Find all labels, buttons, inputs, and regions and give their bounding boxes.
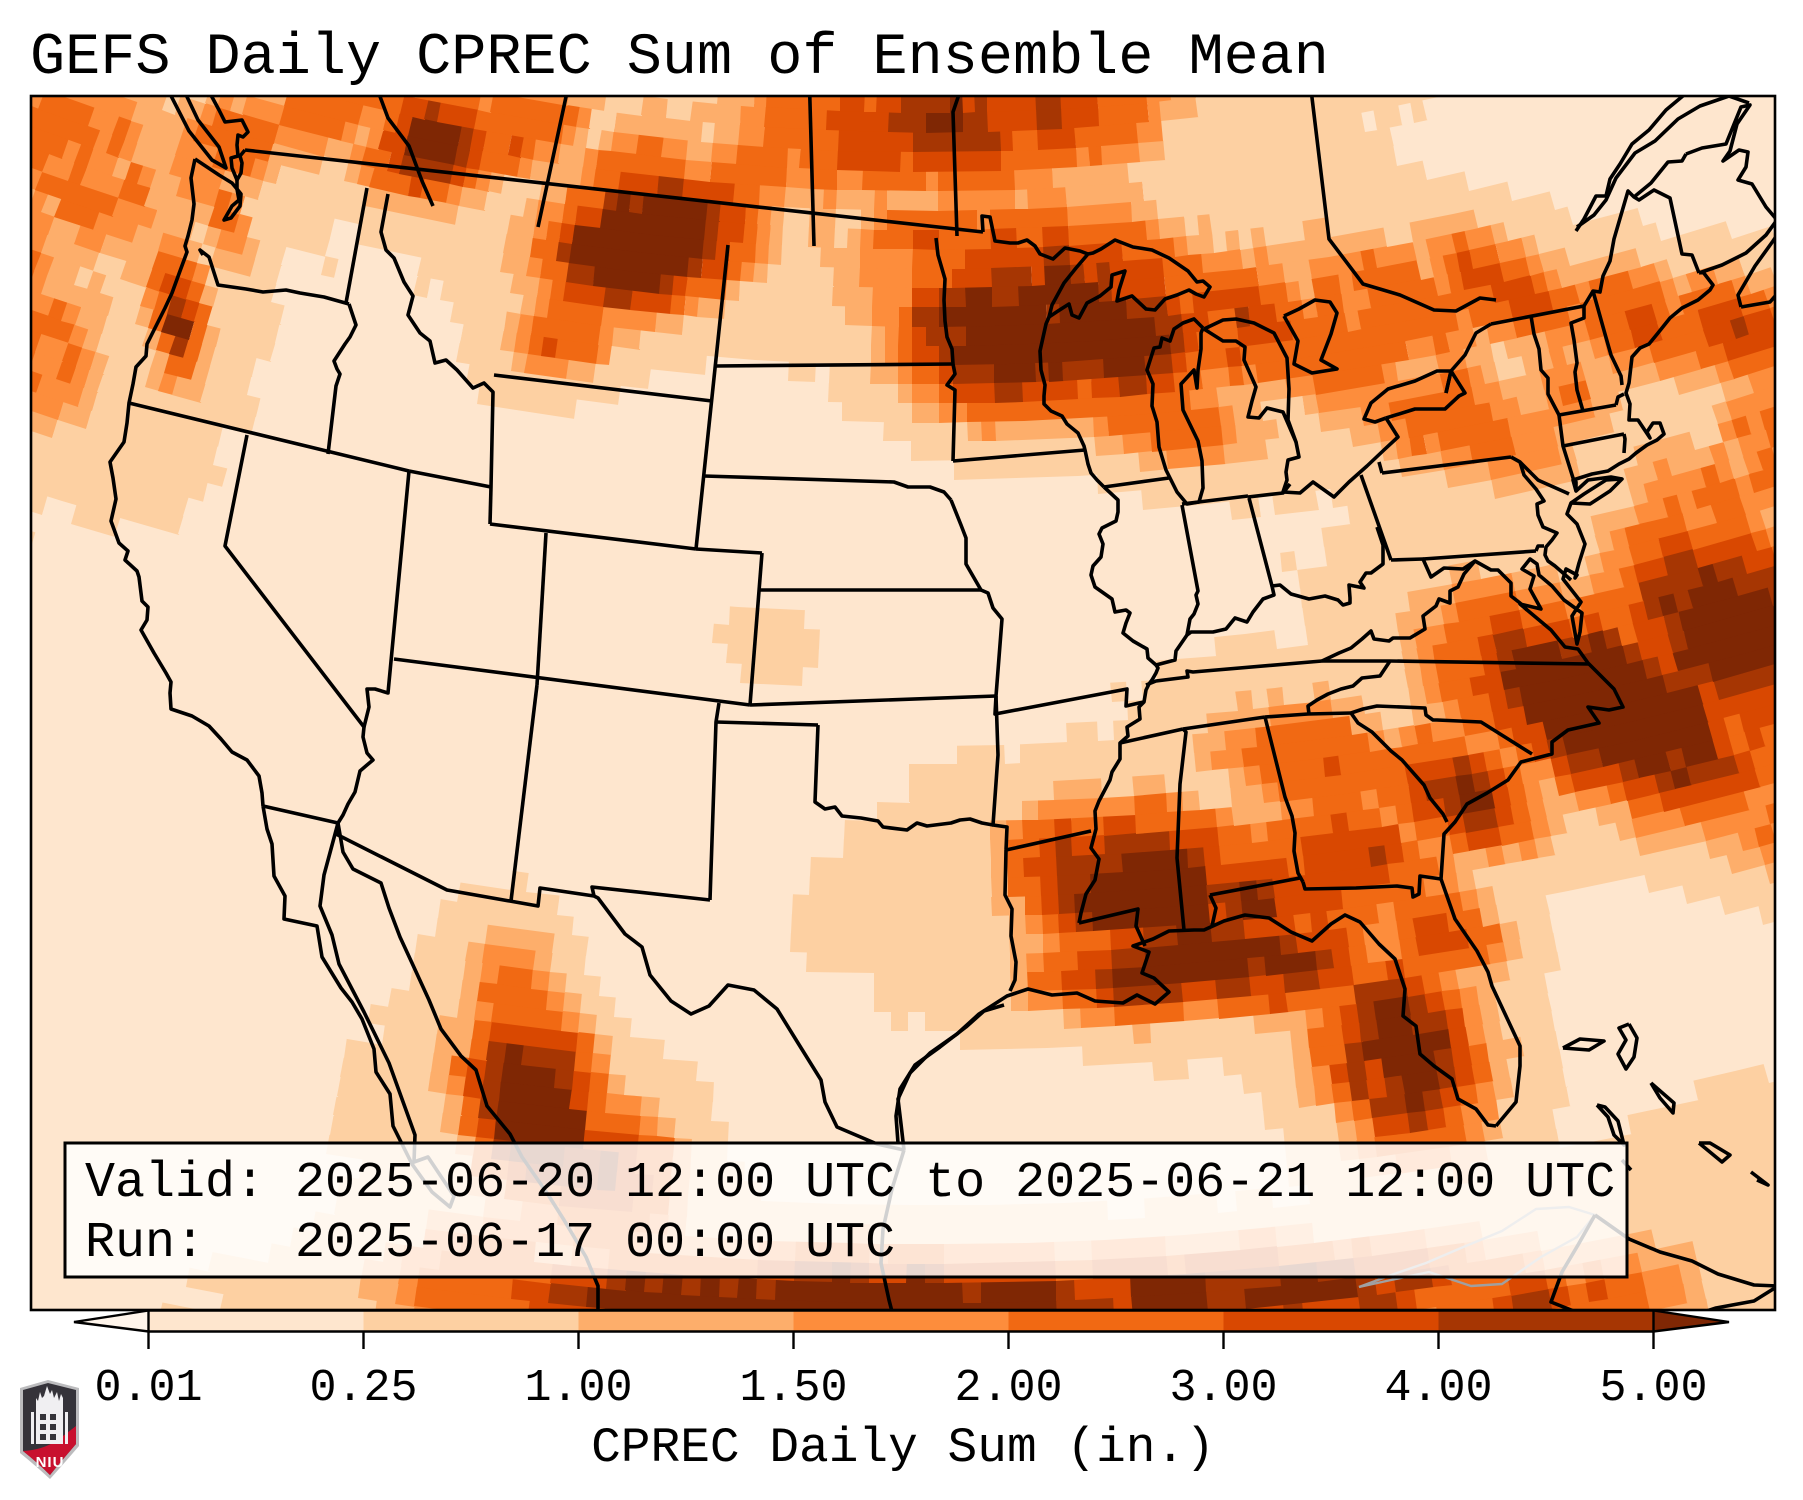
svg-text:4.00: 4.00: [1384, 1363, 1492, 1414]
svg-text:GEFS Daily CPREC Sum of Ensemb: GEFS Daily CPREC Sum of Ensemble Mean: [30, 24, 1329, 91]
svg-text:Valid: 2025-06-20 12:00 UTC to: Valid: 2025-06-20 12:00 UTC to 2025-06-2…: [85, 1155, 1615, 1212]
svg-text:5.00: 5.00: [1599, 1363, 1707, 1414]
svg-text:2.00: 2.00: [954, 1363, 1062, 1414]
svg-text:Run: 2025-06-17 00:00 UTC: Run: 2025-06-17 00:00 UTC: [85, 1215, 895, 1272]
svg-text:3.00: 3.00: [1169, 1363, 1277, 1414]
svg-text:1.00: 1.00: [524, 1363, 632, 1414]
svg-text:NIU: NIU: [36, 1454, 65, 1471]
svg-text:0.01: 0.01: [94, 1363, 202, 1414]
svg-text:0.25: 0.25: [309, 1363, 417, 1414]
svg-text:1.50: 1.50: [739, 1363, 847, 1414]
svg-text:CPREC Daily Sum (in.): CPREC Daily Sum (in.): [591, 1420, 1215, 1476]
